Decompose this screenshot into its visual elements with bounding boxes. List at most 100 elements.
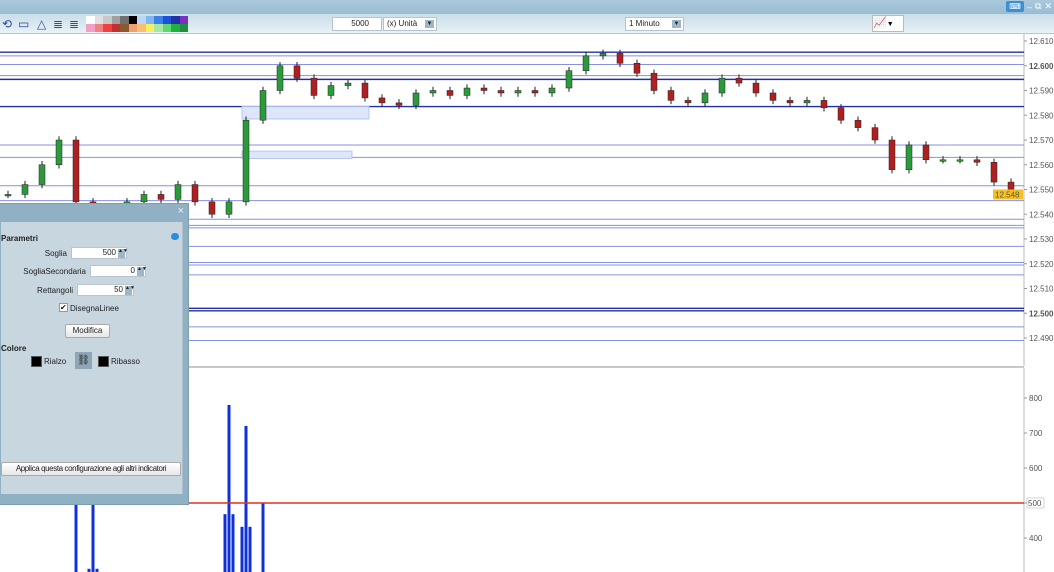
- candle-body: [480, 87, 488, 91]
- palette-color-swatch[interactable]: [162, 16, 171, 24]
- candle-body: [803, 100, 811, 104]
- candle-body: [361, 82, 369, 99]
- threshold-badge: [1026, 497, 1045, 509]
- palette-color-swatch[interactable]: [154, 24, 163, 32]
- palette-color-swatch[interactable]: [145, 16, 154, 24]
- link-colors-icon[interactable]: ⛓: [75, 352, 92, 369]
- candle-body: [650, 72, 658, 91]
- modifica-button[interactable]: Modifica: [65, 324, 110, 338]
- palette-color-swatch[interactable]: [128, 24, 137, 32]
- candle-body: [667, 90, 675, 101]
- palette-color-swatch[interactable]: [171, 24, 180, 32]
- price-tick-label: 12.570: [1029, 136, 1054, 145]
- chart-type-button[interactable]: 📈▼: [872, 15, 904, 32]
- palette-color-swatch[interactable]: [171, 16, 180, 24]
- palette-color-swatch[interactable]: [162, 24, 171, 32]
- timeframe-select[interactable]: 1 Minuto ▼: [625, 17, 684, 31]
- volume-bar: [231, 514, 235, 572]
- candle-body: [871, 127, 879, 141]
- rialzo-label: Rialzo: [44, 357, 67, 366]
- candle-body: [157, 194, 165, 200]
- volume-bar: [74, 503, 78, 572]
- lasso-icon[interactable]: ⟲: [2, 17, 13, 31]
- candle-body: [412, 92, 420, 106]
- close-button[interactable]: ✕: [1044, 1, 1052, 11]
- restore-button[interactable]: ⧉: [1035, 1, 1042, 11]
- fibonacci-icon[interactable]: ≣: [53, 17, 64, 31]
- palette-color-swatch[interactable]: [103, 16, 112, 24]
- palette-color-swatch[interactable]: [137, 24, 146, 32]
- candle-body: [4, 194, 12, 197]
- palette-color-swatch[interactable]: [111, 16, 120, 24]
- spinner-icon[interactable]: ▲▼: [118, 249, 128, 258]
- palette-color-swatch[interactable]: [94, 16, 103, 24]
- palette-color-swatch[interactable]: [154, 16, 163, 24]
- indicator-settings-dialog: × Parametri Soglia 500 ▲▼ SogliaSecondari…: [0, 203, 189, 505]
- candle-body: [344, 82, 352, 86]
- price-zone-rect: [241, 106, 370, 120]
- palette-color-swatch[interactable]: [179, 16, 188, 24]
- rettangoli-label: Rettangoli: [36, 286, 73, 295]
- candle-body: [718, 77, 726, 94]
- palette-color-swatch[interactable]: [128, 16, 137, 24]
- quantity-value: 5000: [351, 19, 369, 28]
- volume-bar: [244, 426, 248, 572]
- palette-color-swatch[interactable]: [179, 24, 188, 32]
- apply-to-all-button[interactable]: Applica questa configurazione agli altri…: [1, 462, 181, 476]
- rectangle-icon[interactable]: ▭: [18, 17, 30, 31]
- quantity-stepper[interactable]: 5000: [332, 17, 382, 31]
- candle-body: [531, 90, 539, 94]
- price-tick-label: 12.530: [1029, 235, 1054, 244]
- candle-body: [259, 90, 267, 121]
- text-lines-icon[interactable]: ≣: [69, 17, 80, 31]
- palette-color-swatch[interactable]: [86, 24, 95, 32]
- price-tick-label: 12.560: [1029, 161, 1054, 170]
- color-palette[interactable]: [86, 16, 188, 32]
- candle-body: [140, 194, 148, 203]
- rialzo-color-swatch[interactable]: [31, 356, 42, 367]
- section-colore: Colore: [1, 344, 27, 353]
- palette-color-swatch[interactable]: [145, 24, 154, 32]
- palette-color-swatch[interactable]: [94, 24, 103, 32]
- pane-divider[interactable]: [0, 366, 1024, 368]
- palette-color-swatch[interactable]: [137, 16, 146, 24]
- unit-select[interactable]: (x) Unità ▼: [383, 17, 437, 31]
- ribasso-color-swatch[interactable]: [98, 356, 109, 367]
- palette-color-swatch[interactable]: [120, 16, 129, 24]
- spinner-icon[interactable]: ▲▼: [125, 286, 135, 295]
- candle-body: [701, 92, 709, 104]
- minimize-button[interactable]: –: [1027, 1, 1033, 12]
- candle-body: [599, 53, 607, 57]
- section-parametri: Parametri: [1, 234, 38, 243]
- chevron-down-icon: ▼: [886, 21, 894, 28]
- soglia-input[interactable]: 500 ▲▼: [71, 247, 128, 259]
- volume-tick-label: 800: [1029, 394, 1043, 403]
- price-tick-label: 12.590: [1029, 87, 1054, 96]
- spinner-icon[interactable]: ▲▼: [137, 267, 147, 276]
- triangle-icon[interactable]: △: [37, 17, 47, 31]
- candle-body: [786, 100, 794, 104]
- soglia-value: 500: [102, 248, 116, 257]
- candle-body: [21, 184, 29, 195]
- volume-bar: [95, 568, 99, 572]
- candle-body: [973, 159, 981, 163]
- palette-color-swatch[interactable]: [111, 24, 120, 32]
- soglia-secondaria-input[interactable]: 0 ▲▼: [90, 265, 147, 277]
- dialog-close-button[interactable]: ×: [177, 205, 184, 217]
- candle-body: [684, 100, 692, 104]
- candle-body: [497, 90, 505, 94]
- palette-color-swatch[interactable]: [103, 24, 112, 32]
- candle-body: [174, 184, 182, 200]
- keyboard-icon[interactable]: ⌨: [1006, 1, 1024, 12]
- candle-body: [395, 102, 403, 106]
- volume-tick-label: 700: [1029, 429, 1043, 438]
- disegna-linee-checkbox[interactable]: ✔: [59, 303, 68, 312]
- info-icon[interactable]: [171, 233, 179, 240]
- candle-body: [905, 144, 913, 170]
- palette-color-swatch[interactable]: [120, 24, 129, 32]
- palette-color-swatch[interactable]: [86, 16, 95, 24]
- candle-body: [922, 144, 930, 161]
- candle-body: [1007, 181, 1015, 190]
- rettangoli-input[interactable]: 50 ▲▼: [77, 284, 135, 296]
- candle-body: [38, 164, 46, 185]
